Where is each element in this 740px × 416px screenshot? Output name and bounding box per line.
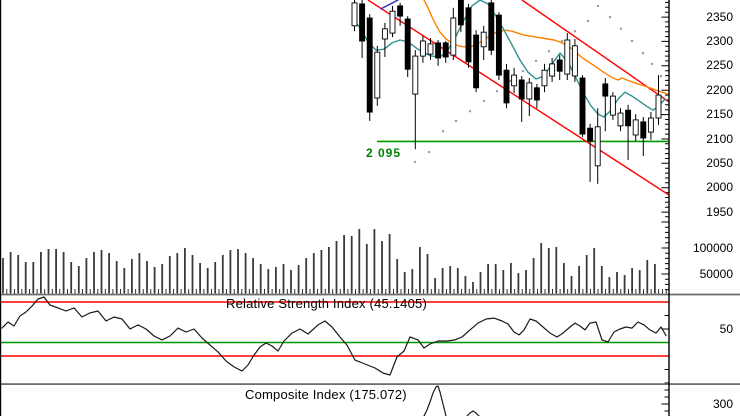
price-axis-label: 2100 <box>706 131 733 146</box>
candle-body <box>427 43 434 55</box>
sar-dot <box>619 27 623 30</box>
composite-panel-title: Composite Index (175.072) <box>245 387 407 402</box>
candle-body <box>594 126 601 167</box>
candle-body <box>389 10 396 34</box>
candle-body <box>412 55 419 95</box>
price-axis-label: 2150 <box>706 107 733 122</box>
candle-body <box>442 42 449 58</box>
candle-body <box>397 5 404 17</box>
candle-body <box>549 63 556 77</box>
candle-body <box>556 59 563 72</box>
sar-dot <box>454 119 458 123</box>
sar-dot <box>547 50 551 53</box>
price-axis-label: 2000 <box>706 180 733 195</box>
rsi-axis-label: 50 <box>719 321 733 336</box>
candle-body <box>450 17 457 56</box>
candle-body <box>625 109 632 127</box>
sar-dot <box>468 110 472 113</box>
sar-dot <box>650 62 654 66</box>
sar-dot <box>641 51 645 55</box>
volume-axis-label: 50000 <box>699 266 733 281</box>
price-axis-label: 2300 <box>706 33 733 48</box>
sar-dot <box>441 130 445 133</box>
sar-dot <box>659 74 663 78</box>
candle-body <box>602 83 609 97</box>
candle-body <box>435 42 442 59</box>
price-axis-label: 2050 <box>706 155 733 170</box>
candle-body <box>617 112 624 127</box>
sar-dot <box>608 15 612 19</box>
trend-channel-line-1 <box>521 0 670 103</box>
rsi-line <box>1 296 667 376</box>
candle-body <box>655 94 662 119</box>
axis-tick-marks <box>661 1 669 412</box>
sar-dot <box>586 19 590 23</box>
candle-body <box>518 79 525 100</box>
composite-axis-label: 300 <box>712 396 733 411</box>
candle-body <box>457 0 464 26</box>
sar-dot <box>534 59 538 63</box>
sar-dot <box>482 99 486 103</box>
candle-body <box>351 2 358 27</box>
sar-dot <box>560 39 564 43</box>
candle-body <box>533 87 540 101</box>
candle-body <box>488 2 495 51</box>
volume-axis-label: 100000 <box>692 240 733 255</box>
candle-body <box>587 127 594 142</box>
sar-dot <box>413 160 417 164</box>
candle-body <box>495 14 502 76</box>
sar-dot <box>573 30 577 33</box>
price-axis-label: 2350 <box>706 9 733 24</box>
candle-body <box>564 39 571 75</box>
rsi-panel-title: Relative Strength Index (45.1405) <box>226 296 427 311</box>
support-price-label: 2 095 <box>366 146 402 160</box>
candle-body <box>647 117 654 133</box>
ma-slow-line <box>423 0 669 95</box>
candle-body <box>465 7 472 63</box>
sar-dot <box>495 90 499 93</box>
candle-body <box>419 40 426 57</box>
sar-dot <box>596 4 600 8</box>
candle-body <box>381 28 388 40</box>
candle-body <box>579 77 586 135</box>
candle-body <box>473 34 480 89</box>
candle-body <box>609 95 616 116</box>
sar-dot <box>630 39 634 43</box>
price-axis-label: 2250 <box>706 58 733 73</box>
candle-body <box>366 17 373 113</box>
candle-body <box>374 51 381 99</box>
composite-line <box>423 385 447 416</box>
candle-body <box>526 82 533 100</box>
candle-body <box>640 121 647 139</box>
sar-dot <box>427 150 431 154</box>
price-axis-label: 1950 <box>706 204 733 219</box>
candle-body <box>571 45 578 77</box>
candle-body <box>480 31 487 48</box>
x-axis-minor-ticks <box>2 289 667 294</box>
candle-body <box>404 18 411 70</box>
candle-body <box>359 3 366 42</box>
candle-body <box>632 119 639 136</box>
panel-divider-1 <box>0 293 740 296</box>
trend-channel-line-2 <box>367 0 670 196</box>
ma-fragment-line <box>380 0 399 10</box>
candle-body <box>511 74 518 87</box>
sar-dot <box>521 70 525 73</box>
candle-body <box>541 69 548 87</box>
panel-divider-2 <box>0 383 740 385</box>
composite-line-blip <box>466 410 480 416</box>
price-axis-label: 2200 <box>706 82 733 97</box>
candle-body <box>503 69 510 104</box>
